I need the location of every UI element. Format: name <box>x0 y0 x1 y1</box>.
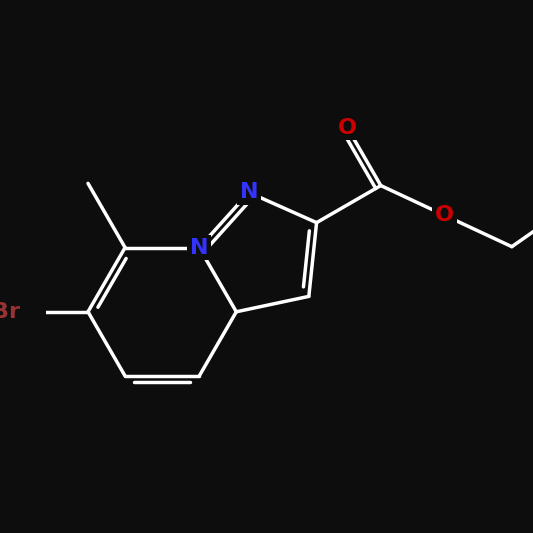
Text: Br: Br <box>0 302 20 322</box>
Text: N: N <box>190 238 208 257</box>
Text: N: N <box>240 182 258 203</box>
Text: O: O <box>338 118 357 138</box>
Text: O: O <box>435 205 454 225</box>
